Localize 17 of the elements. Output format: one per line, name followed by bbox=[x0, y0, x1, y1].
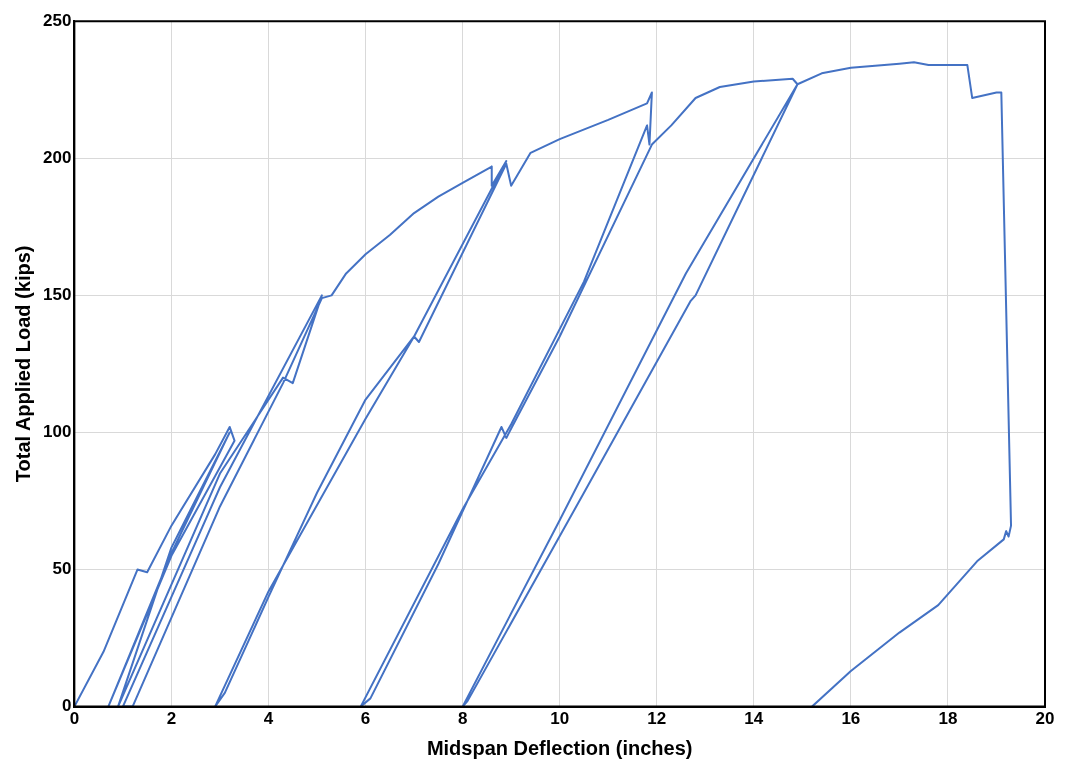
x-tick-label: 14 bbox=[744, 709, 764, 729]
y-tick-label: 50 bbox=[52, 559, 72, 579]
y-axis-title: Total Applied Load (kips) bbox=[11, 245, 34, 483]
x-tick-label: 18 bbox=[938, 709, 958, 729]
x-tick-label: 12 bbox=[647, 709, 667, 729]
x-tick-label: 2 bbox=[166, 709, 177, 729]
x-tick-label: 10 bbox=[550, 709, 570, 729]
y-tick-label: 150 bbox=[42, 285, 72, 305]
y-tick-label: 100 bbox=[42, 422, 72, 442]
x-axis-title: Midspan Deflection (inches) bbox=[426, 736, 693, 759]
x-tick-label: 16 bbox=[841, 709, 861, 729]
y-tick-label: 250 bbox=[42, 10, 72, 30]
x-tick-label: 6 bbox=[360, 709, 371, 729]
x-tick-label: 4 bbox=[263, 709, 274, 729]
x-tick-label: 20 bbox=[1035, 709, 1055, 729]
x-tick-label: 8 bbox=[457, 709, 468, 729]
y-tick-label: 200 bbox=[42, 147, 72, 167]
